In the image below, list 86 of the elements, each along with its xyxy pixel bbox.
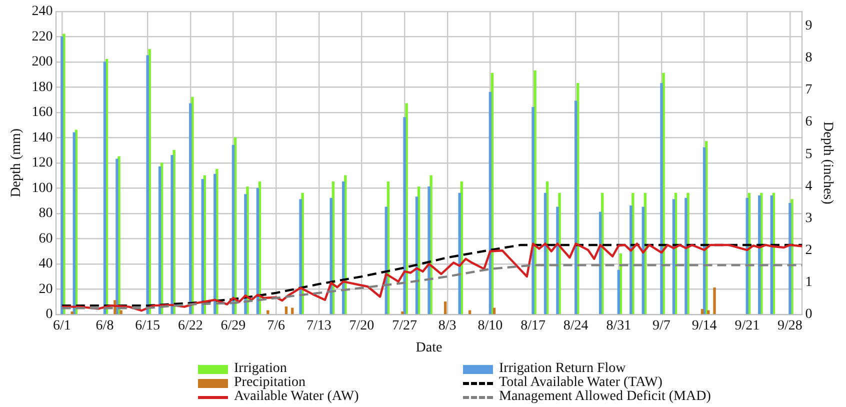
- legend-label: Precipitation: [234, 375, 306, 390]
- bar: [700, 309, 704, 314]
- bar: [617, 270, 620, 314]
- bar: [660, 83, 663, 314]
- x-axis-title: Date: [416, 340, 442, 356]
- y-tick-label: 140: [32, 130, 53, 146]
- bar: [574, 100, 578, 314]
- y-tick-label: 40: [38, 256, 53, 272]
- y2-tick-label: 2: [805, 242, 812, 258]
- bar: [201, 178, 204, 314]
- y2-tick-label: 4: [805, 178, 812, 194]
- legend-label: Irrigation: [234, 361, 287, 376]
- x-tick-label: 6/15: [135, 318, 160, 334]
- bar: [556, 206, 559, 314]
- bar: [216, 168, 218, 314]
- x-tick-label: 6/29: [220, 318, 246, 334]
- x-tick-label: 7/27: [392, 318, 417, 334]
- bar: [684, 198, 688, 314]
- bar: [444, 301, 447, 314]
- bar: [544, 192, 547, 314]
- x-tick-label: 9/14: [692, 318, 717, 334]
- y-axis-title: Depth (mm): [9, 128, 24, 198]
- bar: [488, 92, 492, 314]
- x-tick-label: 6/8: [96, 318, 114, 334]
- x-tick-label: 9/28: [778, 318, 802, 334]
- bar: [103, 62, 106, 314]
- x-tick-label: 7/20: [349, 318, 374, 334]
- bar: [284, 306, 288, 314]
- y-tick-label: 0: [46, 307, 53, 322]
- y-tick-label: 200: [32, 54, 53, 70]
- y-tick-label: 160: [32, 105, 53, 120]
- y-tick-label: 80: [38, 206, 53, 222]
- x-tick-label: 7/6: [267, 318, 285, 334]
- bar: [146, 55, 149, 314]
- bar: [120, 310, 122, 314]
- bar: [713, 288, 716, 314]
- x-tick-label: 9/21: [734, 318, 760, 334]
- y-tick-label: 220: [32, 29, 53, 44]
- y2-tick-label: 1: [805, 275, 812, 290]
- bar: [232, 144, 235, 314]
- bar: [189, 103, 192, 314]
- y-tick-label: 100: [32, 180, 53, 196]
- legend-label: Available Water (AW): [234, 389, 359, 404]
- bar: [770, 195, 773, 314]
- bar: [244, 194, 247, 314]
- bar: [428, 186, 430, 314]
- bar: [299, 199, 302, 314]
- bar: [60, 36, 64, 314]
- y2-axis-title: Depth (inches): [820, 121, 835, 205]
- line-series: [60, 264, 802, 310]
- bar: [116, 158, 118, 314]
- x-tick-label: 8/17: [520, 318, 546, 334]
- x-tick-label: 8/31: [606, 318, 632, 334]
- bar: [72, 132, 76, 314]
- bar: [532, 107, 534, 314]
- legend-label: Irrigation Return Flow: [499, 361, 626, 376]
- bar: [403, 117, 406, 314]
- bar: [788, 202, 792, 314]
- bar: [401, 312, 404, 314]
- y2-tick-label: 5: [805, 146, 812, 162]
- y2-tick-label: 9: [805, 18, 812, 34]
- y2-tick-label: 6: [805, 114, 812, 130]
- y2-tick-label: 3: [805, 210, 812, 226]
- x-tick-label: 7/13: [306, 318, 332, 334]
- x-tick-label: 8/3: [438, 318, 456, 334]
- y2-tick-label: 8: [805, 50, 812, 66]
- bar: [170, 154, 174, 314]
- legend-label: Management Allowed Deficit (MAD): [499, 389, 711, 404]
- x-tick-label: 8/10: [478, 318, 503, 334]
- y2-tick-label: 0: [805, 307, 812, 322]
- bar: [158, 166, 162, 314]
- y-tick-label: 240: [32, 4, 53, 20]
- legend-label: Total Available Water (TAW): [499, 375, 662, 390]
- x-tick-label: 9/7: [652, 318, 670, 334]
- bar: [214, 174, 216, 314]
- bar: [632, 192, 634, 314]
- bar: [458, 192, 461, 314]
- x-tick-label: 6/1: [52, 318, 71, 334]
- bar: [191, 96, 194, 314]
- x-tick-label: 8/24: [563, 318, 588, 334]
- y2-tick-label: 7: [805, 82, 812, 98]
- x-tick-label: 6/22: [178, 318, 203, 334]
- y-tick-label: 120: [32, 156, 53, 171]
- y-tick-label: 60: [38, 231, 53, 246]
- y-tick-label: 180: [32, 80, 53, 95]
- y-tick-label: 20: [38, 282, 53, 297]
